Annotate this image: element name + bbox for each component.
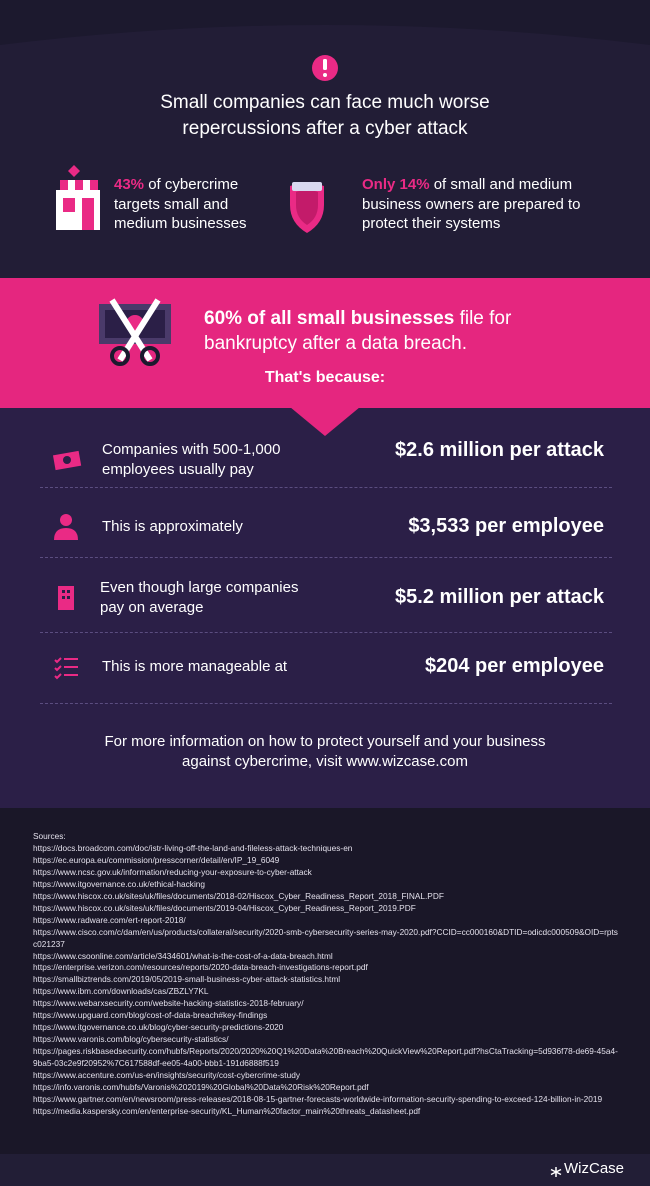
banner-subtitle: That's because: (264, 369, 386, 386)
source-link: https://www.hiscox.co.uk/sites/uk/files/… (33, 902, 416, 913)
separator (40, 703, 612, 704)
stat-highlight: 43% (114, 176, 145, 193)
source-link: https://enterprise.verizon.com/resources… (33, 962, 368, 973)
source-link: https://www.varonis.com/blog/cybersecuri… (33, 1034, 229, 1045)
banner-highlight: 60% of all small businesses (204, 308, 455, 329)
source-link: https://docs.broadcom.com/doc/istr-livin… (33, 842, 353, 853)
row-label: This is approximately (102, 518, 243, 535)
stat-text: of cybercrime targets small and medium b… (114, 176, 247, 232)
source-link: https://smallbiztrends.com/2019/05/2019-… (33, 974, 341, 985)
source-link: https://ec.europa.eu/commission/presscor… (33, 854, 280, 865)
source-link: https://www.ncsc.gov.uk/information/redu… (33, 866, 312, 877)
source-link: https://www.itgovernance.co.uk/ethical-h… (33, 878, 206, 889)
row-label: Companies with 500-1,000 employees usual… (102, 441, 281, 478)
row-value: $5.2 million per attack (395, 586, 604, 608)
stat: Only 14% of small and medium business ow… (362, 175, 602, 234)
source-link: https://info.varonis.com/hubfs/Varonis%2… (33, 1082, 369, 1093)
brand: WizCase (564, 1160, 625, 1177)
source-link: https://media.kaspersky.com/en/enterpris… (33, 1105, 421, 1116)
footer-text: For more information on how to protect y… (104, 733, 546, 770)
sources-title: Sources: (33, 831, 66, 841)
source-link: https://www.accenture.com/us-en/insights… (33, 1070, 300, 1081)
source-link: https://www.upguard.com/blog/cost-of-dat… (33, 1010, 268, 1021)
source-link: https://www.itgovernance.co.uk/blog/cybe… (33, 1022, 284, 1033)
row-label: This is more manageable at (102, 658, 288, 675)
stat-text: of small and medium business owners are … (362, 176, 581, 232)
source-link: https://www.radware.com/ert-report-2018/ (33, 914, 186, 925)
source-link: https://www.cisco.com/c/dam/en/us/produc… (33, 926, 618, 949)
separator (40, 487, 612, 488)
row-value: $3,533 per employee (408, 515, 604, 537)
title: Small companies can face much worse repe… (160, 92, 490, 139)
source-link: https://www.csoonline.com/article/343460… (33, 950, 333, 961)
stat-highlight: Only 14% (362, 176, 430, 193)
banner-text: 60% of all small businesses file for ban… (204, 306, 524, 356)
stat: 43% of cybercrime targets small and medi… (114, 175, 264, 234)
separator (40, 632, 612, 633)
source-link: https://pages.riskbasedsecurity.com/hubf… (33, 1046, 618, 1069)
source-link: https://www.ibm.com/downloads/cas/ZBZLY7… (33, 986, 209, 997)
source-link: https://www.gartner.com/en/newsroom/pres… (33, 1093, 603, 1104)
sources: Sources: https://docs.broadcom.com/doc/i… (33, 831, 618, 1118)
separator (40, 557, 612, 558)
source-link: https://www.hiscox.co.uk/sites/uk/files/… (33, 890, 444, 901)
row-value: $2.6 million per attack (395, 439, 604, 461)
row-value: $204 per employee (425, 655, 604, 677)
source-link: https://www.webarxsecurity.com/website-h… (33, 998, 304, 1009)
row-label: Even though large companies pay on avera… (100, 579, 299, 616)
banner-body: file for bankruptcy after a data breach. (204, 308, 512, 354)
